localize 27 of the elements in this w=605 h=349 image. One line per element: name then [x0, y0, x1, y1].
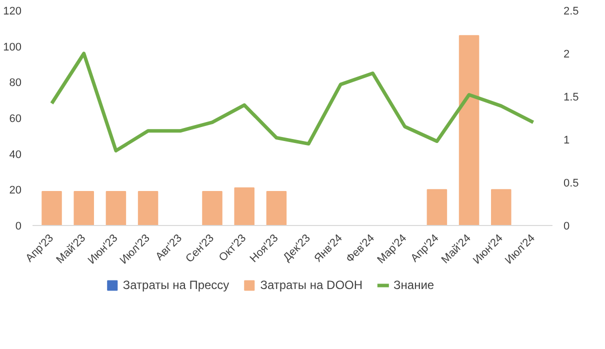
y-tick-label: 20 — [9, 184, 22, 197]
y2-tick-label: 1 — [564, 134, 570, 146]
legend-label: Затраты на DOOH — [260, 278, 363, 292]
bar — [106, 190, 126, 226]
legend-label: Знание — [394, 278, 434, 292]
y-tick-label: 120 — [3, 6, 22, 18]
y2-tick-label: 0.5 — [564, 178, 579, 190]
y2-tick-label: 2 — [564, 48, 570, 60]
y-tick-label: 100 — [3, 41, 22, 54]
y-tick-label: 80 — [9, 77, 22, 90]
bar — [42, 190, 62, 226]
y2-tick-label: 0 — [564, 220, 570, 232]
bar — [491, 189, 512, 226]
bar — [426, 189, 448, 226]
y-tick-label: 60 — [9, 113, 22, 125]
y2-tick-label: 2.5 — [564, 6, 579, 18]
bar — [266, 190, 287, 226]
y-tick-label: 40 — [9, 148, 22, 161]
y-tick-label: 0 — [15, 220, 22, 232]
y2-tick-label: 1.5 — [564, 92, 579, 104]
bar — [458, 35, 480, 226]
bar — [138, 190, 158, 226]
bar — [234, 187, 254, 226]
bar — [74, 190, 94, 226]
line-series — [50, 52, 535, 152]
legend-label: Затраты на Прессу — [122, 278, 230, 292]
bar — [202, 190, 222, 226]
